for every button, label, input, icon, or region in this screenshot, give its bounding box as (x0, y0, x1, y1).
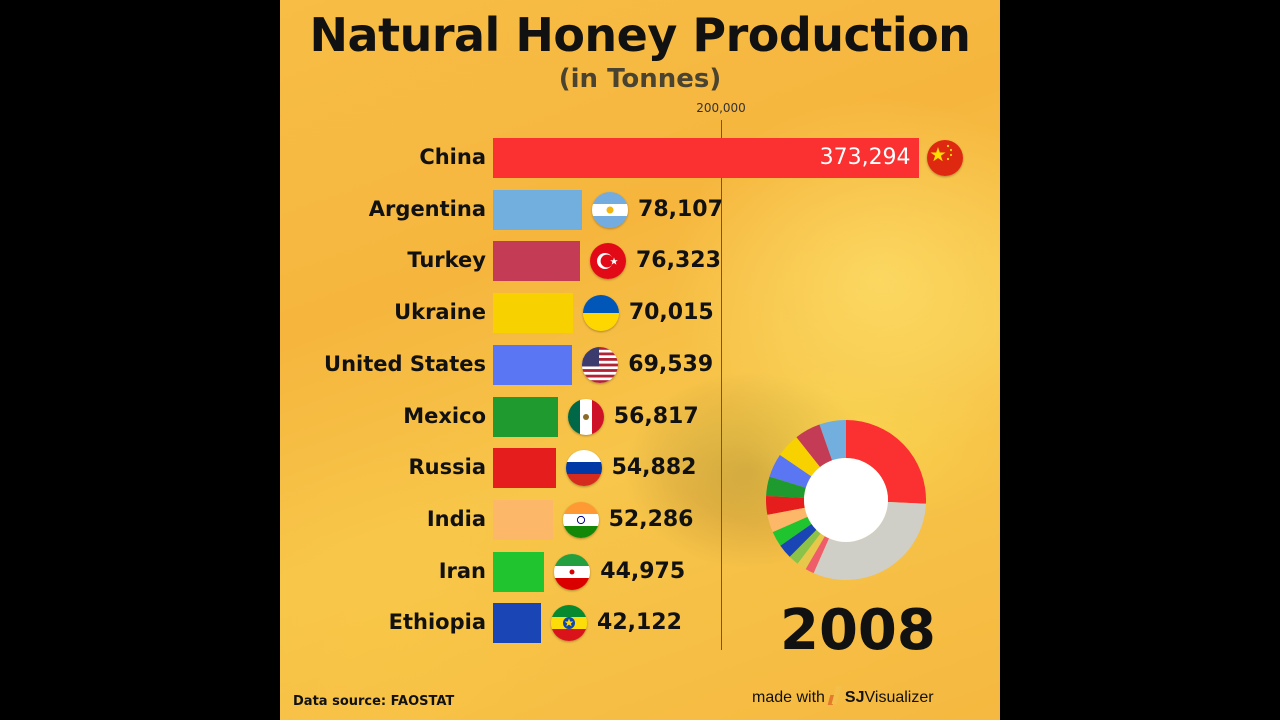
bar (493, 138, 919, 178)
share-donut-chart (766, 420, 926, 580)
turkey-flag-icon (590, 243, 626, 280)
ethiopia-flag-icon (551, 605, 588, 642)
bar (493, 499, 553, 540)
value-label: 70,015 (628, 300, 714, 326)
chart-subtitle: (in Tonnes) (558, 64, 722, 94)
sjvisualizer-logo-icon (827, 686, 842, 706)
russia-flag-icon (565, 450, 602, 487)
bar (493, 396, 558, 437)
china-flag-icon (926, 140, 963, 176)
country-label: United States (324, 351, 486, 376)
chart-title: Natural Honey Production (309, 8, 971, 62)
iran-flag-icon (554, 553, 591, 590)
argentina-flag-icon (592, 191, 629, 228)
bar (493, 551, 545, 592)
country-label: Mexico (403, 403, 486, 428)
value-label: 373,294 (819, 145, 911, 170)
ukraine-flag-icon (582, 295, 619, 332)
year-label: 2008 (780, 598, 936, 663)
country-label: Ukraine (394, 300, 486, 325)
mexico-flag-icon (567, 398, 604, 435)
value-label: 56,817 (613, 403, 699, 429)
value-label: 42,122 (597, 610, 682, 636)
gridline (721, 120, 722, 650)
credit: made with SJVisualizer (752, 686, 934, 707)
usa-flag-icon (582, 346, 619, 383)
country-label: Argentina (368, 196, 486, 221)
bar-row-russia: Russia 54,882 (280, 448, 1000, 489)
bar-row-turkey: Turkey 76,323 (280, 241, 1000, 282)
value-label: 52,286 (608, 506, 694, 532)
bar (493, 448, 556, 489)
country-label: Iran (438, 558, 486, 583)
bar-row-india: India 52,286 (280, 499, 1000, 540)
bar-row-ethiopia: Ethiopia 42,122 (280, 603, 1000, 644)
country-label: Ethiopia (388, 610, 486, 635)
country-label: India (426, 506, 486, 531)
value-label: 44,975 (600, 558, 686, 584)
country-label: China (419, 145, 486, 169)
bar (493, 603, 542, 644)
bar (493, 189, 583, 230)
bar-row-china: China 373,294 (280, 138, 1000, 178)
country-label: Russia (408, 455, 487, 480)
bar-row-iran: Iran 44,975 (280, 551, 1000, 592)
bar (493, 344, 573, 385)
value-label: 54,882 (611, 455, 697, 481)
bar (493, 241, 580, 282)
credit-brand: Visualizer (864, 689, 934, 706)
bar-row-ukraine: Ukraine 70,015 (280, 293, 1000, 334)
bar-row-argentina: Argentina 78,107 (280, 189, 1000, 230)
value-label: 69,539 (628, 351, 714, 377)
chart-panel: Natural Honey Production (in Tonnes) 200… (280, 0, 1000, 720)
india-flag-icon (562, 501, 599, 538)
bar-row-united-states: United States 69,539 (280, 344, 1000, 385)
credit-prefix: made with (752, 689, 825, 706)
value-label: 76,323 (636, 248, 721, 274)
bar-row-mexico: Mexico 56,817 (280, 396, 1000, 437)
bar (493, 293, 573, 334)
axis-tick-label: 200,000 (696, 101, 746, 115)
value-label: 78,107 (638, 196, 723, 222)
credit-brand-bold: SJ (844, 689, 865, 706)
data-source: Data source: FAOSTAT (293, 694, 455, 709)
country-label: Turkey (407, 248, 486, 273)
